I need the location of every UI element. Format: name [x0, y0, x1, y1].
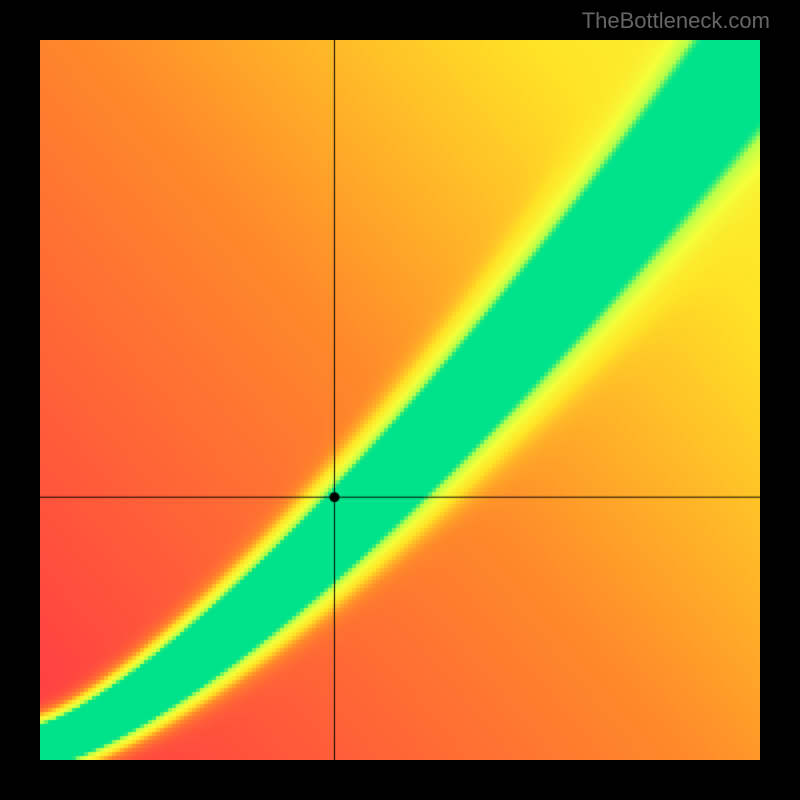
heatmap-canvas [40, 40, 760, 760]
heatmap-chart [40, 40, 760, 760]
watermark-text: TheBottleneck.com [582, 8, 770, 34]
